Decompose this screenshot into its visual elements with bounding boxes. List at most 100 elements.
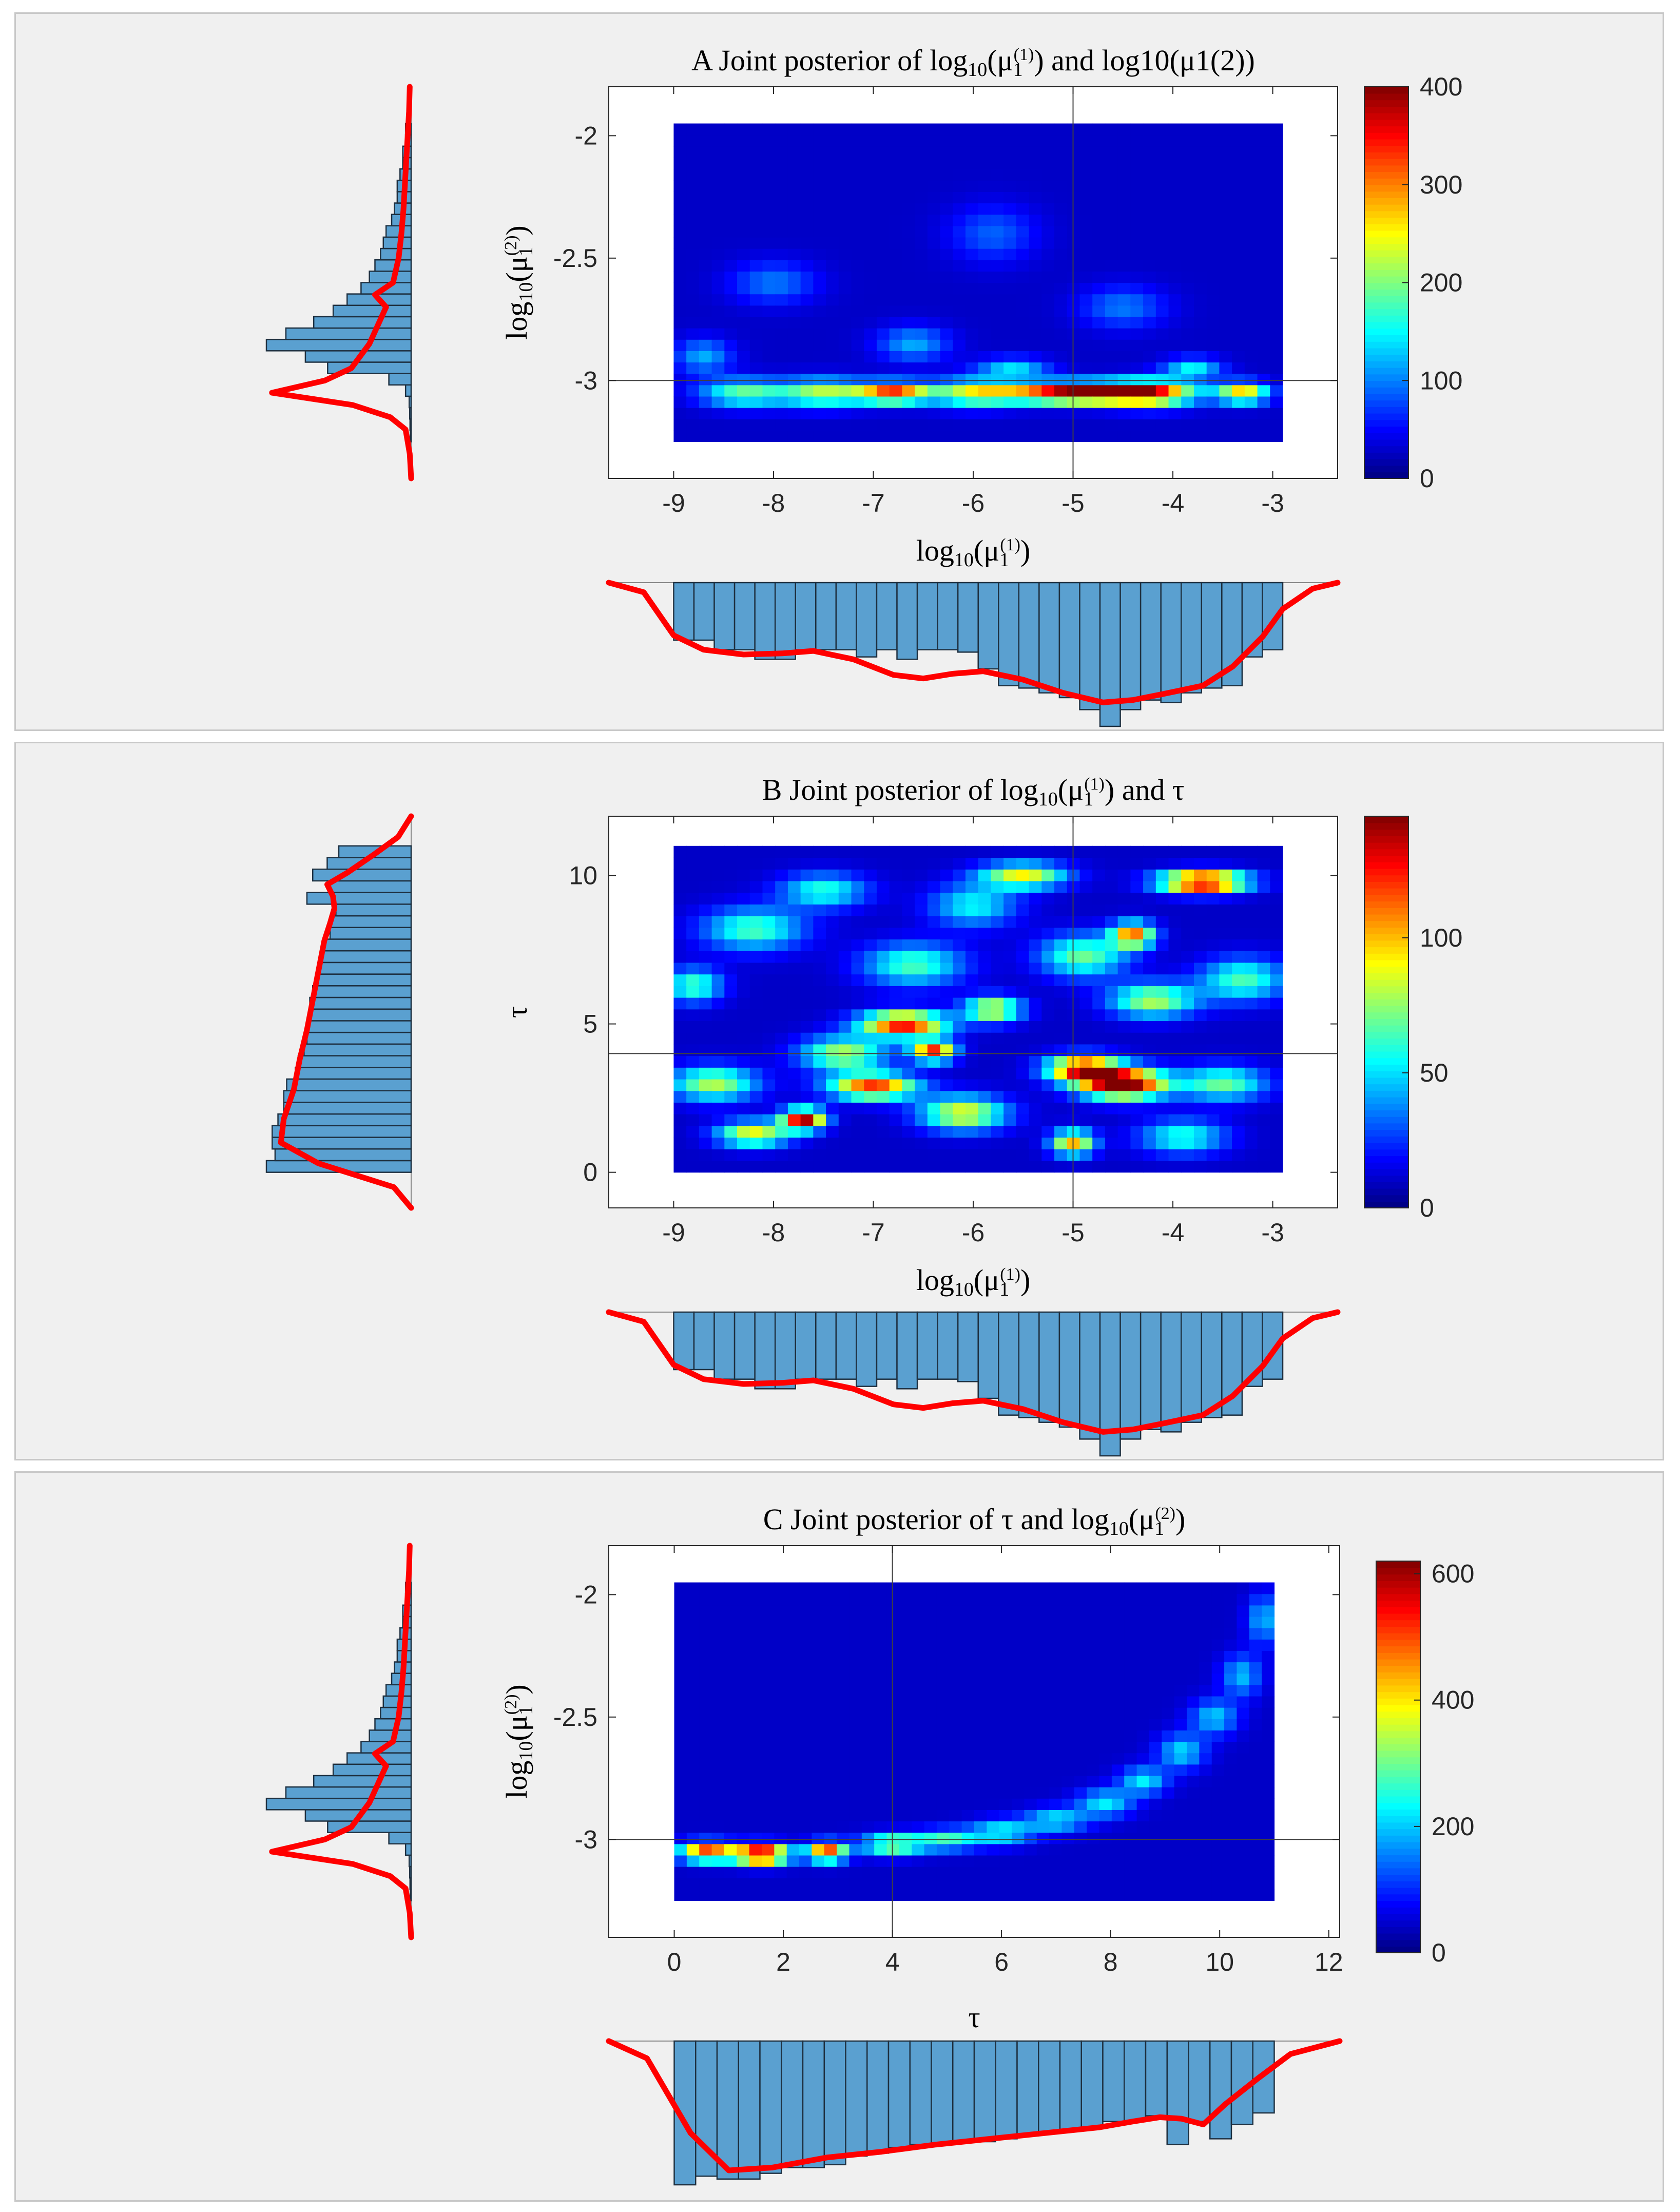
heatmap-cell (737, 351, 750, 363)
heatmap-cell (1149, 1753, 1162, 1765)
heatmap-cell (686, 191, 700, 204)
heatmap-cell (1244, 904, 1258, 916)
heatmap-cell (936, 1843, 950, 1856)
heatmap-cell (940, 1032, 953, 1045)
heatmap-cell (724, 904, 738, 916)
heatmap-cell (899, 1843, 912, 1856)
heatmap-cell (1270, 282, 1283, 295)
heatmap-cell (1270, 396, 1283, 408)
heatmap-cell (800, 1021, 814, 1033)
marginal-y-bar (277, 1113, 412, 1127)
heatmap-cell (838, 328, 852, 340)
heatmap-cell (915, 997, 928, 1010)
heatmap-cell (749, 1730, 762, 1742)
heatmap-cell (1224, 1821, 1238, 1833)
heatmap-cell (861, 1764, 875, 1776)
heatmap-cell (889, 169, 903, 181)
heatmap-cell (953, 260, 966, 272)
heatmap-cell (1244, 1090, 1258, 1103)
heatmap-cell (915, 1137, 928, 1149)
heatmap-cell (724, 869, 738, 881)
heatmap-cell (812, 1832, 825, 1844)
marginal-x-bar (733, 1311, 756, 1380)
heatmap-cell (1105, 845, 1118, 858)
heatmap-cell (774, 1787, 787, 1799)
heatmap-cell (927, 305, 941, 317)
heatmap-cell (902, 939, 915, 951)
heatmap-cell (838, 294, 852, 306)
heatmap-cell (1155, 305, 1169, 317)
heatmap-cell (927, 1067, 941, 1080)
heatmap-cell (1193, 1055, 1207, 1068)
heatmap-cell (1054, 384, 1068, 397)
heatmap-cell (1237, 1719, 1250, 1730)
heatmap-cell (1111, 1764, 1125, 1776)
heatmap-cell (813, 1114, 826, 1126)
colorbar-step (1376, 1815, 1420, 1823)
marginal-y-bar (313, 1775, 412, 1788)
heatmap-cell (876, 294, 890, 306)
heatmap-cell (1024, 1707, 1037, 1719)
marginal-y-bar (320, 950, 412, 964)
heatmap-cell (902, 974, 915, 986)
heatmap-cell (936, 1741, 950, 1754)
heatmap-cell (915, 248, 928, 260)
heatmap-cell (1130, 880, 1144, 893)
heatmap-cell (1012, 1719, 1025, 1730)
heatmap-cell (1099, 1810, 1112, 1822)
heatmap-cell (1136, 1832, 1150, 1844)
heatmap-cell (940, 1067, 953, 1080)
heatmap-cell (1079, 191, 1093, 204)
heatmap-cell (775, 146, 788, 158)
colorbar-step (1376, 1822, 1420, 1830)
heatmap-cell (800, 384, 814, 397)
heatmap-cell (965, 997, 979, 1010)
heatmap-cell (1092, 430, 1106, 443)
heatmap-cell (838, 1067, 852, 1080)
heatmap-cell (1117, 1160, 1131, 1173)
heatmap-cell (965, 916, 979, 928)
heatmap-cell (686, 1855, 700, 1867)
heatmap-cell (799, 1707, 813, 1719)
heatmap-cell (924, 1878, 937, 1890)
heatmap-cell (851, 157, 864, 169)
heatmap-cell (699, 225, 712, 238)
heatmap-cell (813, 419, 826, 431)
heatmap-cell (1041, 986, 1055, 998)
heatmap-cell (1257, 169, 1270, 181)
heatmap-cell (899, 1605, 912, 1617)
heatmap-cell (724, 1821, 737, 1833)
heatmap-cell (673, 384, 687, 397)
heatmap-cell (1041, 1090, 1055, 1103)
marginal-y-bar (409, 1865, 412, 1879)
heatmap-cell (886, 1650, 900, 1663)
colorbar-step (1376, 1796, 1420, 1803)
heatmap-cell (987, 1719, 1000, 1730)
heatmap-cell (1232, 271, 1245, 283)
heatmap-cell (1099, 1855, 1112, 1867)
heatmap-cell (912, 1798, 925, 1810)
heatmap-cell (724, 997, 738, 1010)
heatmap-cell (749, 916, 763, 928)
heatmap-cell (1162, 1616, 1175, 1628)
heatmap-cell (787, 203, 801, 215)
marginal-x-bar (957, 582, 979, 653)
colorbar-step (1364, 953, 1408, 960)
heatmap-cell (1187, 1730, 1200, 1742)
heatmap-cell (876, 1102, 890, 1114)
heatmap-cell (899, 1662, 912, 1674)
heatmap-cell (991, 1125, 1004, 1138)
heatmap-cell (838, 316, 852, 329)
heatmap-cell (1232, 927, 1245, 940)
heatmap-cell (1224, 1798, 1238, 1810)
heatmap-cell (927, 892, 941, 905)
heatmap-cell (899, 1878, 912, 1890)
heatmap-cell (1054, 1021, 1068, 1033)
heatmap-cell (762, 396, 776, 408)
heatmap-cell (762, 408, 776, 419)
heatmap-cell (1181, 191, 1194, 204)
heatmap-cell (774, 1741, 787, 1754)
heatmap-cell (737, 1787, 750, 1799)
heatmap-cell (787, 384, 801, 397)
heatmap-cell (1193, 260, 1207, 272)
